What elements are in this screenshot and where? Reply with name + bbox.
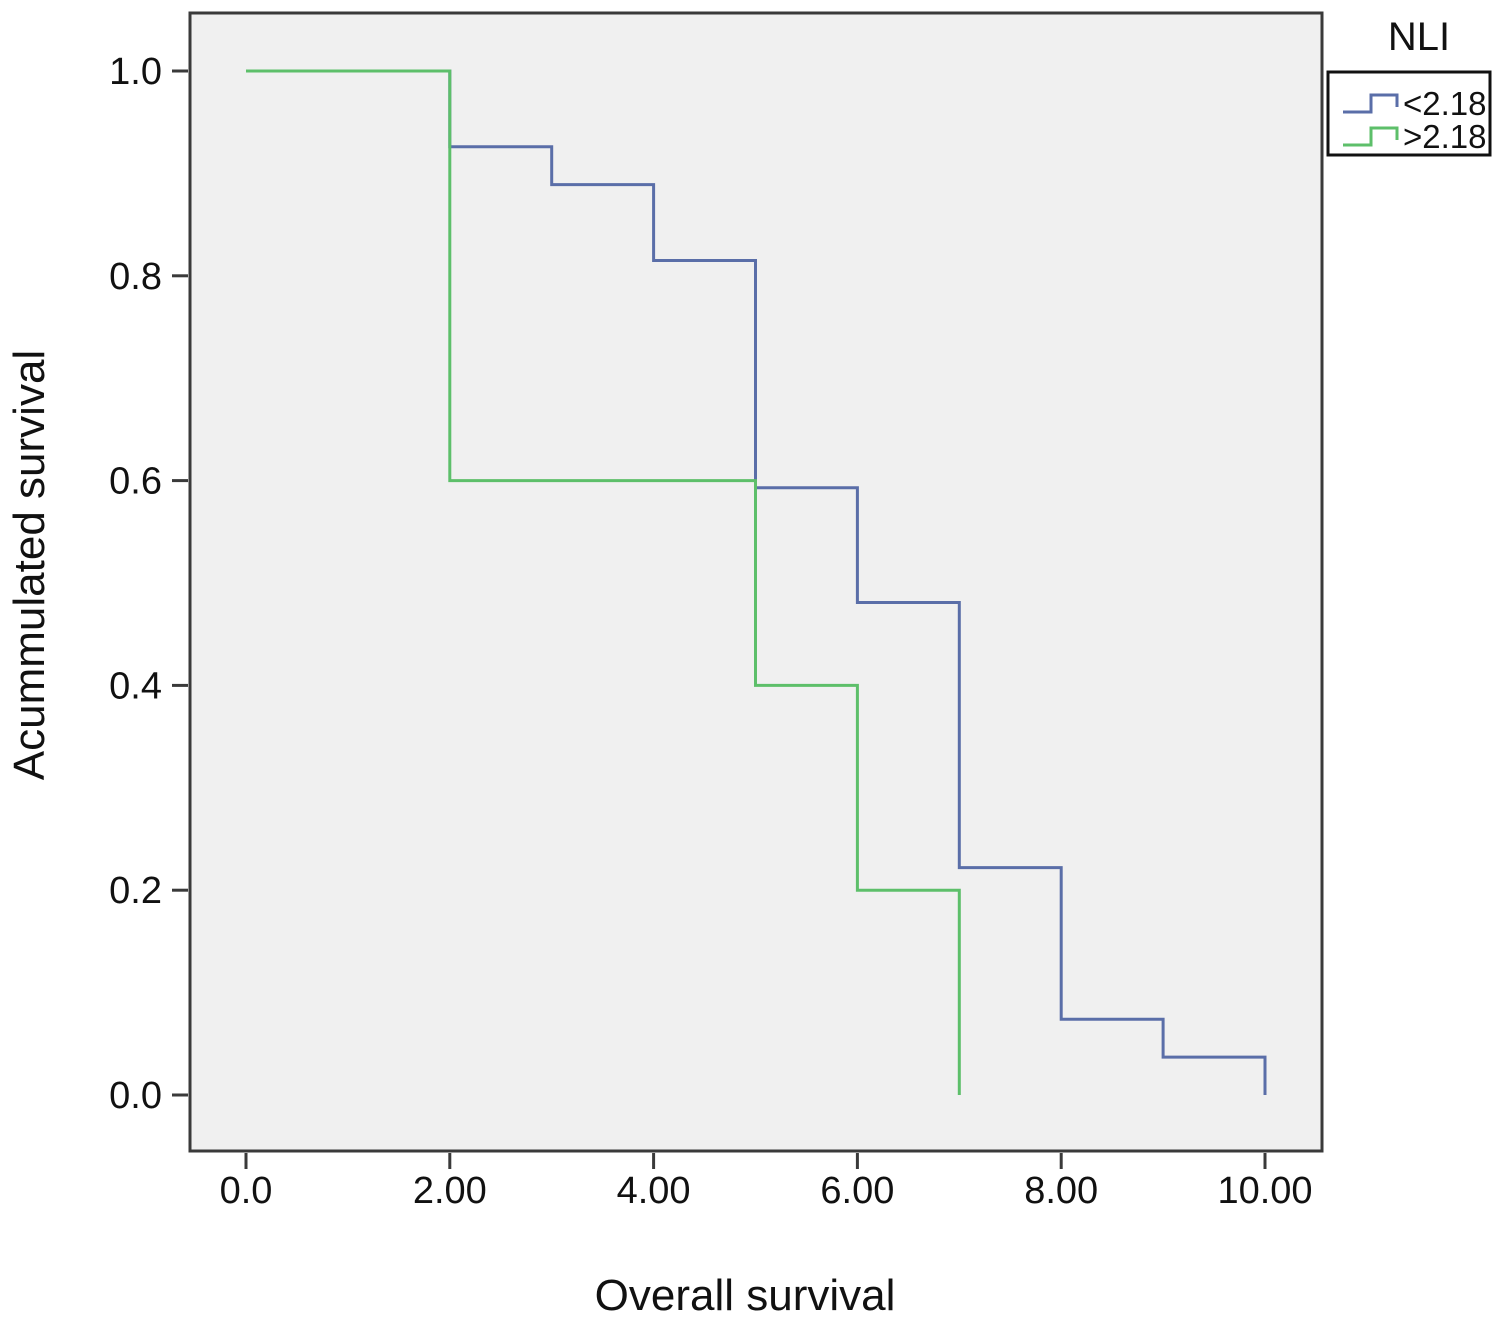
y-tick-label-3: 0.6 xyxy=(109,461,162,503)
series-line-0 xyxy=(246,69,1267,1095)
legend-label-1: >2.18 xyxy=(1403,118,1487,155)
y-tick-label-0: 0.0 xyxy=(109,1075,162,1117)
y-axis: 0.0 0.2 0.4 0.6 0.8 1.0 xyxy=(109,51,188,1117)
legend-label-0: <2.18 xyxy=(1403,85,1487,122)
x-axis-title: Overall survival xyxy=(595,1271,896,1320)
legend: <2.18>2.18 xyxy=(1326,70,1492,157)
x-tick-label-3: 6.00 xyxy=(820,1170,894,1212)
y-tick-label-1: 0.2 xyxy=(109,870,162,912)
legend-symbol-1 xyxy=(1343,126,1399,147)
x-tick-label-1: 2.00 xyxy=(413,1170,487,1212)
legend-symbol-0 xyxy=(1343,93,1399,114)
y-tick-label-2: 0.4 xyxy=(109,665,162,707)
x-axis: 0.0 2.00 4.00 6.00 8.00 10.00 xyxy=(220,1153,1313,1212)
y-tick-label-5: 1.0 xyxy=(109,51,162,93)
y-axis-title: Acummulated survival xyxy=(5,350,54,780)
series-line-1 xyxy=(246,69,961,1095)
legend-title: NLI xyxy=(1388,15,1450,59)
x-tick-label-0: 0.0 xyxy=(220,1170,273,1212)
series-layer xyxy=(246,69,1267,1095)
y-tick-label-4: 0.8 xyxy=(109,256,162,298)
x-tick-label-2: 4.00 xyxy=(617,1170,691,1212)
x-tick-label-4: 8.00 xyxy=(1024,1170,1098,1212)
x-tick-label-5: 10.00 xyxy=(1217,1170,1312,1212)
